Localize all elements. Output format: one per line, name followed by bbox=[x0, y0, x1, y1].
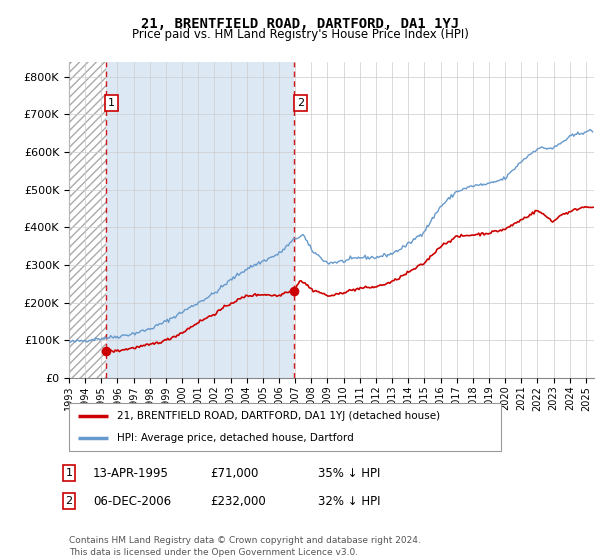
Text: £71,000: £71,000 bbox=[210, 466, 259, 480]
Text: 06-DEC-2006: 06-DEC-2006 bbox=[93, 494, 171, 508]
Bar bbox=[106, 62, 295, 378]
Bar bbox=[69, 62, 106, 378]
Text: 1: 1 bbox=[108, 98, 115, 108]
Text: 35% ↓ HPI: 35% ↓ HPI bbox=[318, 466, 380, 480]
Text: 2: 2 bbox=[65, 496, 73, 506]
Text: £232,000: £232,000 bbox=[210, 494, 266, 508]
Text: 2: 2 bbox=[297, 98, 304, 108]
Text: 1: 1 bbox=[65, 468, 73, 478]
Text: 21, BRENTFIELD ROAD, DARTFORD, DA1 1YJ (detached house): 21, BRENTFIELD ROAD, DARTFORD, DA1 1YJ (… bbox=[116, 411, 440, 421]
Text: HPI: Average price, detached house, Dartford: HPI: Average price, detached house, Dart… bbox=[116, 433, 353, 443]
Text: Contains HM Land Registry data © Crown copyright and database right 2024.
This d: Contains HM Land Registry data © Crown c… bbox=[69, 536, 421, 557]
FancyBboxPatch shape bbox=[69, 403, 501, 451]
Text: 21, BRENTFIELD ROAD, DARTFORD, DA1 1YJ: 21, BRENTFIELD ROAD, DARTFORD, DA1 1YJ bbox=[141, 17, 459, 31]
Text: 13-APR-1995: 13-APR-1995 bbox=[93, 466, 169, 480]
Text: Price paid vs. HM Land Registry's House Price Index (HPI): Price paid vs. HM Land Registry's House … bbox=[131, 28, 469, 41]
Text: 32% ↓ HPI: 32% ↓ HPI bbox=[318, 494, 380, 508]
